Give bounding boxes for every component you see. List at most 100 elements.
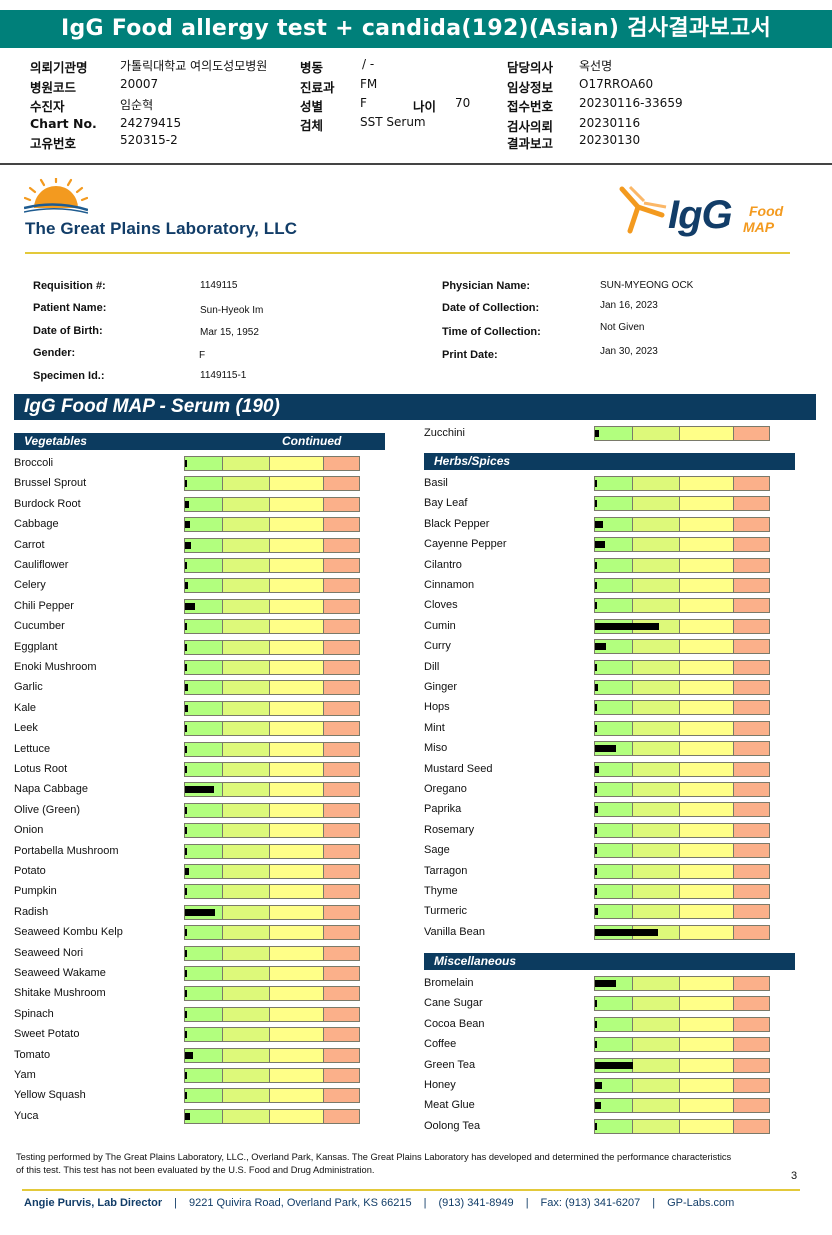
igg-level-bar (595, 704, 597, 712)
igg-level-bar (595, 643, 606, 651)
gauge-zone-1 (185, 1089, 223, 1103)
lab-address: 9221 Quivira Road, Overland Park, KS 662… (189, 1197, 412, 1209)
gauge-zone-3 (680, 538, 734, 552)
gauge-zone-1 (185, 1069, 223, 1082)
kr-value: 520315-2 (120, 133, 178, 147)
food-name: Eggplant (14, 640, 58, 653)
footer-divider (22, 1189, 800, 1191)
info-label: Physician Name: (442, 280, 531, 292)
igg-level-bar (595, 847, 597, 855)
food-row: Seaweed Nori (14, 945, 360, 963)
igg-level-gauge (594, 884, 770, 899)
igg-level-gauge (594, 496, 770, 512)
gauge-zone-1 (595, 660, 633, 674)
gauge-zone-2 (223, 518, 270, 532)
gauge-zone-1 (595, 427, 633, 440)
food-name: Kale (14, 701, 37, 714)
gauge-zone-4 (324, 1048, 359, 1062)
igg-level-gauge (184, 802, 360, 818)
gauge-zone-3 (270, 497, 324, 511)
gauge-zone-2 (633, 885, 680, 898)
food-name: Brussel Sprout (14, 477, 87, 490)
igg-level-bar (595, 786, 597, 793)
gauge-zone-4 (734, 427, 769, 440)
food-name: Turmeric (424, 905, 467, 918)
food-row: Radish (14, 904, 360, 922)
gauge-zone-1 (595, 1079, 633, 1092)
igg-level-gauge (184, 966, 360, 981)
sun-logo-icon (24, 178, 88, 214)
gauge-zone-4 (324, 681, 359, 695)
gauge-zone-2 (223, 722, 270, 736)
igg-level-gauge (594, 904, 770, 920)
food-name: Yam (14, 1069, 36, 1081)
gauge-zone-4 (734, 783, 769, 796)
gauge-zone-3 (680, 823, 734, 837)
gauge-zone-4 (324, 1109, 359, 1123)
food-row: Miso (424, 741, 770, 758)
igg-level-gauge (184, 741, 360, 757)
gauge-zone-4 (324, 538, 359, 552)
food-row: Mustard Seed (424, 761, 770, 779)
info-label: Time of Collection: (442, 326, 541, 338)
gauge-zone-4 (324, 477, 359, 491)
gauge-zone-2 (223, 559, 270, 572)
gauge-zone-2 (223, 661, 270, 674)
gauge-zone-4 (324, 803, 359, 817)
igg-level-bar (185, 704, 188, 712)
gauge-zone-1 (185, 885, 223, 899)
food-row: Sweet Potato (14, 1027, 360, 1044)
gauge-zone-4 (734, 977, 769, 990)
gauge-zone-3 (680, 885, 734, 898)
gauge-zone-2 (223, 620, 270, 634)
food-name: Honey (424, 1079, 456, 1091)
igg-level-gauge (184, 476, 360, 492)
gauge-zone-3 (270, 824, 324, 838)
igg-level-gauge (184, 904, 360, 920)
igg-level-bar (185, 643, 187, 651)
igg-level-bar (595, 1020, 597, 1028)
igg-level-bar (185, 480, 187, 488)
gauge-zone-4 (734, 1099, 769, 1113)
gauge-zone-3 (270, 579, 324, 593)
food-name: Curry (424, 640, 451, 653)
gauge-zone-1 (595, 803, 633, 817)
food-name: Green Tea (424, 1058, 476, 1071)
igg-level-bar (595, 1041, 597, 1049)
gauge-zone-3 (270, 661, 324, 674)
gauge-zone-3 (680, 844, 734, 858)
food-name: Leek (14, 722, 38, 735)
igg-level-bar (185, 541, 191, 549)
gauge-zone-3 (270, 967, 324, 980)
igg-level-bar (595, 480, 597, 487)
igg-level-gauge (184, 558, 360, 573)
kr-label: 수진자 (30, 99, 65, 114)
gauge-zone-3 (680, 762, 734, 776)
gauge-zone-1 (185, 1007, 223, 1021)
info-value: F (199, 350, 206, 361)
gauge-zone-2 (633, 1099, 680, 1113)
igg-level-gauge (184, 680, 360, 696)
igg-level-bar (185, 868, 189, 875)
igg-level-gauge (594, 516, 770, 532)
igg-level-bar (185, 806, 187, 814)
food-row: Seaweed Wakame (14, 966, 360, 983)
gauge-zone-2 (223, 844, 270, 858)
igg-level-gauge (594, 598, 770, 614)
gauge-zone-2 (223, 987, 270, 1001)
food-row: Yellow Squash (14, 1088, 360, 1105)
gauge-zone-4 (324, 987, 359, 1001)
kr-value: 70 (455, 96, 471, 110)
food-row: Tarragon (424, 863, 770, 881)
gauge-zone-2 (633, 864, 680, 878)
food-row: Cilantro (424, 557, 770, 575)
gauge-zone-2 (633, 579, 680, 592)
gauge-zone-2 (223, 1028, 270, 1042)
food-name: Tomato (14, 1048, 51, 1061)
igg-level-gauge (594, 680, 770, 695)
gauge-zone-3 (270, 1048, 324, 1062)
food-row: Yam (14, 1068, 360, 1085)
gauge-zone-2 (633, 681, 680, 694)
gauge-zone-4 (324, 1069, 359, 1082)
food-row: Coffee (424, 1037, 770, 1054)
